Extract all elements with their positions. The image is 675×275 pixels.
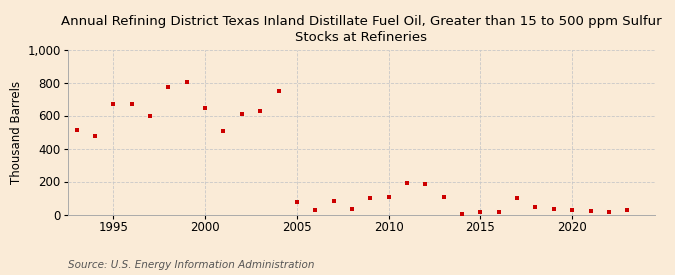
Point [548, 207, 559, 211]
Point [567, 207, 578, 212]
Point [603, 210, 614, 214]
Point [163, 84, 174, 89]
Point [402, 181, 412, 185]
Point [622, 208, 632, 213]
Point [254, 109, 265, 114]
Title: Annual Refining District Texas Inland Distillate Fuel Oil, Greater than 15 to 50: Annual Refining District Texas Inland Di… [61, 15, 662, 44]
Point [236, 112, 247, 116]
Point [383, 195, 394, 199]
Point [182, 79, 192, 84]
Point [292, 200, 302, 204]
Point [328, 199, 339, 204]
Point [438, 195, 449, 199]
Point [310, 207, 321, 212]
Point [512, 196, 522, 200]
Point [530, 205, 541, 209]
Point [72, 128, 82, 133]
Point [126, 102, 137, 106]
Point [493, 210, 504, 214]
Point [218, 129, 229, 133]
Point [90, 134, 101, 138]
Point [108, 102, 119, 106]
Point [200, 106, 211, 110]
Text: Source: U.S. Energy Information Administration: Source: U.S. Energy Information Administ… [68, 260, 314, 270]
Point [420, 182, 431, 186]
Point [475, 210, 486, 214]
Point [346, 207, 357, 211]
Point [365, 196, 376, 200]
Point [585, 209, 596, 213]
Y-axis label: Thousand Barrels: Thousand Barrels [10, 80, 23, 184]
Point [273, 89, 284, 93]
Point [144, 114, 155, 119]
Point [457, 211, 468, 216]
